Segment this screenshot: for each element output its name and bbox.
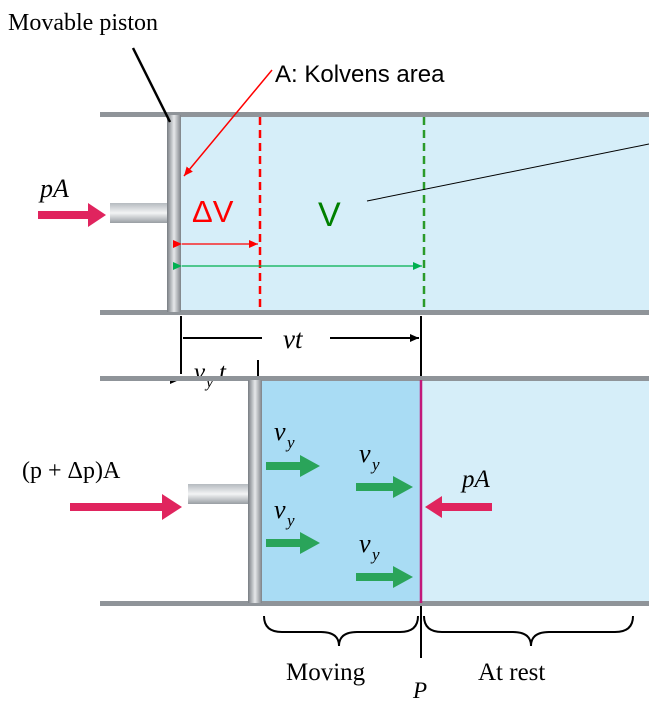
svg-text:v: v	[274, 417, 286, 446]
at-rest-brace	[423, 615, 634, 647]
delta-v-label: ΔV	[192, 194, 234, 229]
svg-text:y: y	[370, 545, 380, 564]
svg-text:y: y	[204, 374, 214, 391]
bottom-movable-piston	[248, 380, 262, 603]
velocity-arrow	[356, 476, 413, 498]
bottom-cylinder	[100, 376, 649, 606]
vy-label: v y	[359, 529, 380, 564]
svg-text:v: v	[274, 495, 286, 524]
volume-pointer-line	[366, 143, 649, 202]
velocity-arrows	[266, 455, 413, 588]
svg-text:v: v	[194, 359, 206, 386]
bottom-cylinder-lower-wall	[100, 601, 649, 606]
top-gas-region	[180, 115, 649, 312]
vyt-label: v y t	[194, 359, 227, 391]
velocity-arrow	[266, 455, 320, 477]
top-cylinder-upper-wall	[100, 112, 649, 117]
force-label-bottom-right: pA	[460, 466, 491, 493]
top-cylinder-lower-wall	[100, 310, 649, 315]
force-arrow-bottom-right	[425, 496, 492, 518]
bottom-cylinder-upper-wall	[100, 376, 649, 381]
top-piston-rod	[110, 203, 170, 223]
bottom-piston-rod	[188, 484, 252, 504]
piston-area-label: A: Kolvens area	[275, 61, 445, 88]
region-braces	[263, 606, 634, 658]
svg-text:v: v	[359, 439, 371, 468]
force-arrow-bottom-left	[70, 494, 182, 520]
svg-text:y: y	[285, 433, 295, 452]
movable-piston-pointer	[131, 47, 172, 123]
volume-label: V	[318, 196, 341, 234]
vy-label: v y	[274, 417, 295, 452]
at-rest-label: At rest	[478, 659, 545, 686]
vt-label: vt	[283, 324, 304, 354]
vy-label: v y	[274, 495, 295, 530]
svg-text:t: t	[219, 359, 227, 386]
velocity-arrow	[266, 532, 320, 554]
vy-label: v y	[359, 439, 380, 474]
svg-text:y: y	[285, 511, 295, 530]
p-label: P	[412, 678, 427, 702]
force-arrow-top	[38, 203, 106, 227]
moving-brace	[263, 615, 419, 647]
svg-text:y: y	[370, 455, 380, 474]
top-movable-piston	[167, 115, 181, 312]
top-cylinder	[100, 112, 649, 315]
movable-piston-label: Movable piston	[8, 10, 158, 36]
piston-area-pointer	[183, 69, 273, 177]
velocity-arrow	[356, 566, 413, 588]
force-label-bottom-left: (p + Δp)A	[22, 458, 121, 484]
moving-label: Moving	[286, 659, 366, 686]
svg-text:v: v	[359, 529, 371, 558]
force-label-top: pA	[38, 174, 69, 203]
